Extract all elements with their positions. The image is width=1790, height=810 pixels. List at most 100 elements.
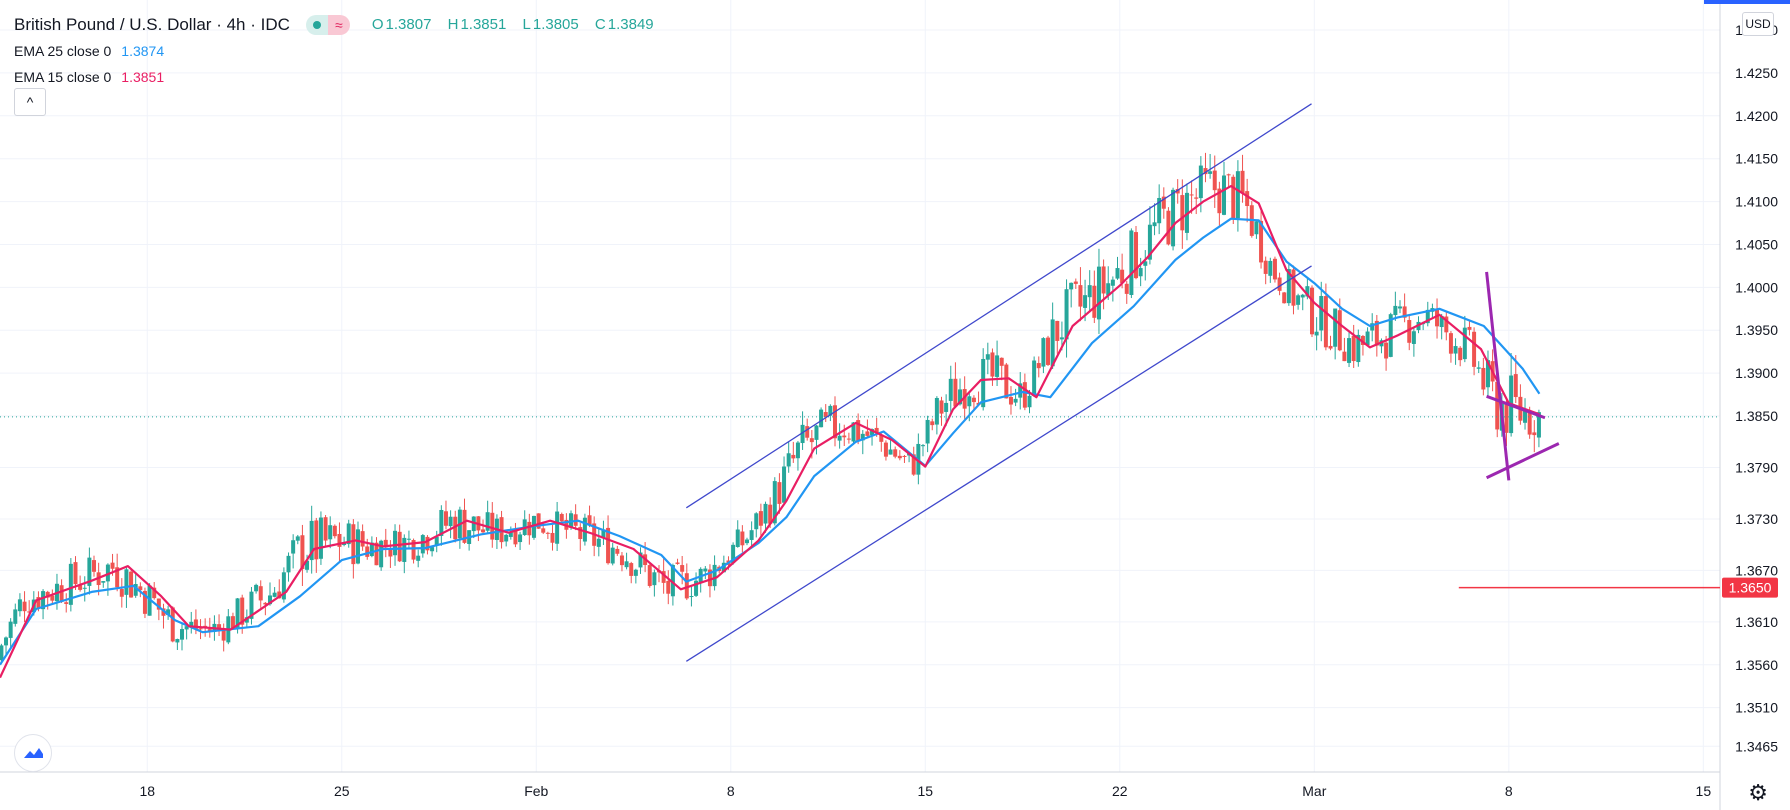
x-axis-ticks: 18 25 Feb 8 15 22 Mar 8 15 [139, 783, 1711, 799]
y-tick-label: 1.3730 [1735, 511, 1778, 527]
candle-body [1453, 346, 1458, 354]
candle-body [1472, 331, 1477, 367]
candle-body [1485, 360, 1490, 388]
candle-body [4, 637, 9, 646]
candle-body [402, 537, 407, 562]
settings-gear-icon[interactable]: ⚙ [1748, 780, 1768, 805]
market-open-icon [305, 15, 328, 35]
candle-body [1393, 305, 1398, 316]
tradingview-logo[interactable] [14, 734, 52, 772]
indicator-ema15[interactable]: EMA 15 close 0 1.3851 [14, 64, 666, 90]
candle-body [328, 525, 333, 540]
y-tick-label: 1.3950 [1735, 322, 1778, 338]
candle-body [832, 405, 837, 439]
candle-body [763, 503, 768, 524]
candle-body [939, 400, 944, 414]
candle-body [545, 532, 550, 534]
channel-lower-line [685, 265, 1312, 662]
candle-body [230, 616, 235, 630]
candle-body [453, 516, 458, 540]
candle-body [1342, 351, 1347, 362]
candle-body [1328, 345, 1333, 349]
x-tick-label: 18 [139, 783, 155, 799]
candle-body [1425, 309, 1430, 324]
candle-body [1374, 320, 1379, 346]
candle-body [430, 547, 435, 552]
candle-body [170, 607, 175, 642]
candle-body [119, 589, 124, 597]
candle-body [443, 511, 448, 526]
candle-body [981, 358, 986, 408]
candle-body [1110, 279, 1115, 286]
ema15-label: EMA 15 close 0 [14, 69, 112, 85]
candle-body [115, 567, 120, 588]
candle-body [1309, 287, 1314, 335]
candle-body [1504, 401, 1509, 433]
indicator-ema25[interactable]: EMA 25 close 0 1.3874 [14, 38, 666, 64]
ema25-label: EMA 25 close 0 [14, 43, 112, 59]
candle-body [439, 509, 444, 536]
candle-body [1347, 338, 1352, 363]
candle-body [1527, 412, 1532, 435]
candle-body [1245, 191, 1250, 207]
candle-body [41, 591, 46, 610]
candle-body [1171, 189, 1176, 247]
candle-body [1314, 331, 1319, 336]
candle-body [406, 538, 411, 540]
candle-body [814, 425, 819, 440]
market-status[interactable]: ≈ [305, 15, 350, 35]
collapse-legend-button[interactable]: ^ [14, 88, 46, 116]
candle-body [286, 555, 291, 573]
candle-body [865, 431, 870, 436]
candle-body [805, 426, 810, 438]
candle-body [1351, 335, 1356, 362]
symbol-title[interactable]: British Pound / U.S. Dollar · 4h · IDC [14, 15, 290, 34]
candle-body [1481, 367, 1486, 390]
candle-body [624, 561, 629, 568]
candle-body [809, 438, 814, 443]
y-tick-label: 1.4100 [1735, 194, 1778, 210]
candle-body [800, 424, 805, 444]
candle-body [1384, 342, 1389, 359]
candle-body [846, 438, 851, 440]
candle-body [1388, 314, 1393, 357]
candle-body [300, 535, 305, 570]
candle-body [795, 442, 800, 459]
ohlc-high-key: H [447, 16, 459, 33]
candle-body [619, 555, 624, 566]
candle-body [541, 528, 546, 533]
candle-body [1226, 174, 1231, 176]
level-badge-label: 1.3650 [1729, 580, 1772, 596]
candle-body [17, 599, 22, 612]
candle-body [1180, 195, 1185, 231]
candle-body [944, 402, 949, 412]
candle-body [675, 562, 680, 564]
x-tick-label: 22 [1112, 783, 1128, 799]
candle-body [888, 449, 893, 455]
candle-body [504, 534, 509, 542]
candle-body [652, 572, 657, 586]
candle-body [267, 595, 272, 605]
triangle-lower-line [1485, 442, 1560, 480]
triangle-steep-line [1485, 271, 1511, 481]
candle-body [1124, 283, 1129, 294]
candle-body [772, 481, 777, 524]
candle-body [388, 549, 393, 557]
candle-body [337, 533, 342, 547]
candle-body [1333, 308, 1338, 347]
candle-body [1115, 268, 1120, 279]
candle-body [661, 571, 666, 583]
y-tick-label: 1.4150 [1735, 151, 1778, 167]
candle-body [578, 527, 583, 539]
candle-body [314, 520, 319, 560]
candle-body [249, 591, 254, 619]
candle-body [582, 517, 587, 542]
candle-body [953, 378, 958, 407]
candle-body [1212, 170, 1217, 191]
currency-button[interactable]: USD [1742, 12, 1774, 36]
candle-body [416, 555, 421, 561]
candle-body [217, 624, 222, 628]
candle-body [1008, 396, 1013, 405]
candle-body [694, 580, 699, 596]
